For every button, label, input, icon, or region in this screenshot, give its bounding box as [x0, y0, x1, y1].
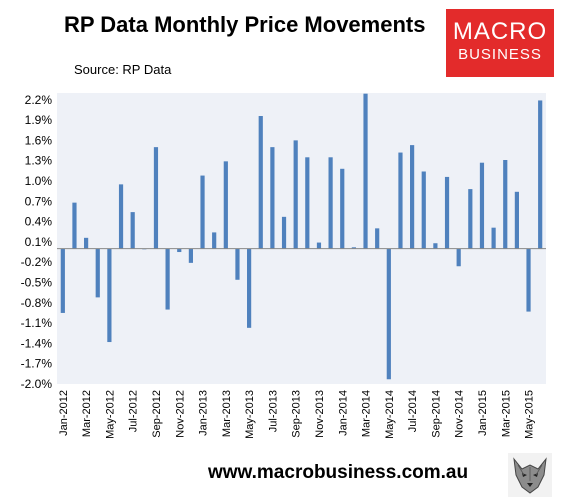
- chart-title: RP Data Monthly Price Movements: [64, 12, 426, 37]
- y-tick-label: 1.6%: [25, 133, 53, 147]
- bar-Nov-2014: [456, 248, 461, 267]
- y-tick-label: -2.0%: [21, 377, 53, 391]
- logo-line-1: MACRO: [452, 18, 548, 45]
- bar-May-2012: [107, 248, 112, 343]
- bar-Sep-2013: [293, 140, 298, 249]
- x-tick-label: May-2012: [104, 390, 116, 439]
- y-tick-label: 0.4%: [25, 215, 53, 229]
- x-tick-label: Jan-2013: [198, 390, 210, 436]
- bar-Apr-2012: [95, 248, 100, 298]
- bar-Nov-2013: [316, 242, 322, 249]
- bar-Oct-2013: [305, 157, 310, 249]
- bar-Jul-2013: [270, 147, 275, 249]
- macrobusiness-logo: MACRO BUSINESS: [446, 9, 554, 77]
- x-tick-label: Jul-2014: [407, 390, 419, 432]
- bar-Jun-2012: [118, 184, 124, 249]
- y-tick-label: -0.8%: [21, 296, 53, 310]
- wolf-icon: [508, 453, 552, 497]
- bar-Jan-2014: [340, 168, 345, 249]
- bar-Apr-2015: [514, 191, 519, 249]
- y-tick-label: -1.4%: [21, 336, 53, 350]
- bar-Feb-2013: [212, 232, 217, 249]
- bar-Oct-2012: [165, 248, 170, 310]
- bar-Oct-2014: [444, 176, 450, 249]
- y-tick-label: 1.9%: [25, 113, 53, 127]
- y-tick-label: 1.3%: [25, 154, 53, 168]
- x-tick-label: Jul-2012: [128, 390, 140, 432]
- bar-Apr-2013: [235, 248, 240, 280]
- x-tick-label: Jul-2013: [267, 390, 279, 432]
- y-tick-label: -0.5%: [21, 275, 53, 289]
- bar-Jun-2015: [538, 100, 543, 249]
- bar-Jun-2013: [258, 116, 263, 249]
- x-tick-label: Nov-2014: [454, 390, 466, 438]
- x-tick-label: Jan-2015: [477, 390, 489, 436]
- bar-Dec-2012: [188, 248, 193, 263]
- bar-Mar-2015: [503, 159, 508, 249]
- bar-Jun-2014: [398, 152, 403, 249]
- bar-Feb-2015: [491, 227, 496, 249]
- bar-May-2015: [526, 248, 531, 312]
- x-tick-label: Mar-2014: [361, 390, 373, 437]
- bar-Nov-2012: [177, 248, 182, 253]
- bar-May-2013: [247, 248, 252, 328]
- bar-Dec-2013: [328, 157, 333, 249]
- footer-url: www.macrobusiness.com.au: [208, 462, 469, 483]
- x-axis: Jan-2012 Mar-2012 May-2012 Jul-2012 Sep-2012…: [58, 390, 536, 439]
- x-tick-label: Jan-2012: [58, 390, 70, 436]
- x-tick-label: Sep-2013: [291, 390, 303, 438]
- x-tick-label: Sep-2014: [430, 390, 442, 438]
- bar-Feb-2012: [72, 202, 77, 249]
- bar-Aug-2014: [421, 171, 426, 249]
- y-tick-label: -1.7%: [21, 357, 53, 371]
- x-tick-label: Nov-2013: [314, 390, 326, 438]
- bar-Feb-2014: [351, 247, 356, 249]
- logo-line-2: BUSINESS: [458, 46, 542, 63]
- bar-Apr-2014: [375, 228, 380, 249]
- x-tick-label: May-2013: [244, 390, 256, 439]
- bar-Jul-2012: [130, 212, 135, 249]
- plot-area: [57, 93, 546, 384]
- y-tick-label: 0.7%: [25, 194, 53, 208]
- bar-Mar-2012: [84, 237, 89, 249]
- bar-Aug-2013: [281, 216, 287, 249]
- y-tick-label: 0.1%: [25, 235, 53, 249]
- bar-Dec-2014: [468, 189, 473, 249]
- chart-source: Source: RP Data: [74, 62, 172, 77]
- y-tick-label: -1.1%: [21, 316, 53, 330]
- y-axis: 2.2% 1.9% 1.6% 1.3% 1.0% 0.7% 0.4% 0.1% -0.2% -0.…: [21, 93, 53, 391]
- bar-Jan-2015: [479, 162, 485, 249]
- bar-Jan-2013: [200, 175, 205, 249]
- bar-series: [60, 93, 543, 380]
- bar-Sep-2012: [153, 147, 159, 249]
- x-tick-label: Mar-2012: [81, 390, 93, 437]
- x-tick-label: Sep-2012: [151, 390, 163, 438]
- bar-May-2014: [386, 248, 391, 380]
- x-tick-label: May-2015: [524, 390, 536, 439]
- bar-Jul-2014: [410, 145, 415, 249]
- y-tick-label: 2.2%: [25, 93, 53, 107]
- x-tick-label: Mar-2015: [500, 390, 512, 437]
- y-tick-label: -0.2%: [21, 255, 53, 269]
- bar-Mar-2014: [363, 93, 368, 249]
- bar-Mar-2013: [223, 161, 228, 249]
- bar-Sep-2014: [433, 243, 438, 249]
- x-tick-label: Jan-2014: [337, 390, 349, 436]
- bar-Jan-2012: [60, 248, 65, 313]
- y-tick-label: 1.0%: [25, 174, 53, 188]
- x-tick-label: Nov-2012: [174, 390, 186, 438]
- x-tick-label: Mar-2013: [221, 390, 233, 437]
- x-tick-label: May-2014: [384, 390, 396, 439]
